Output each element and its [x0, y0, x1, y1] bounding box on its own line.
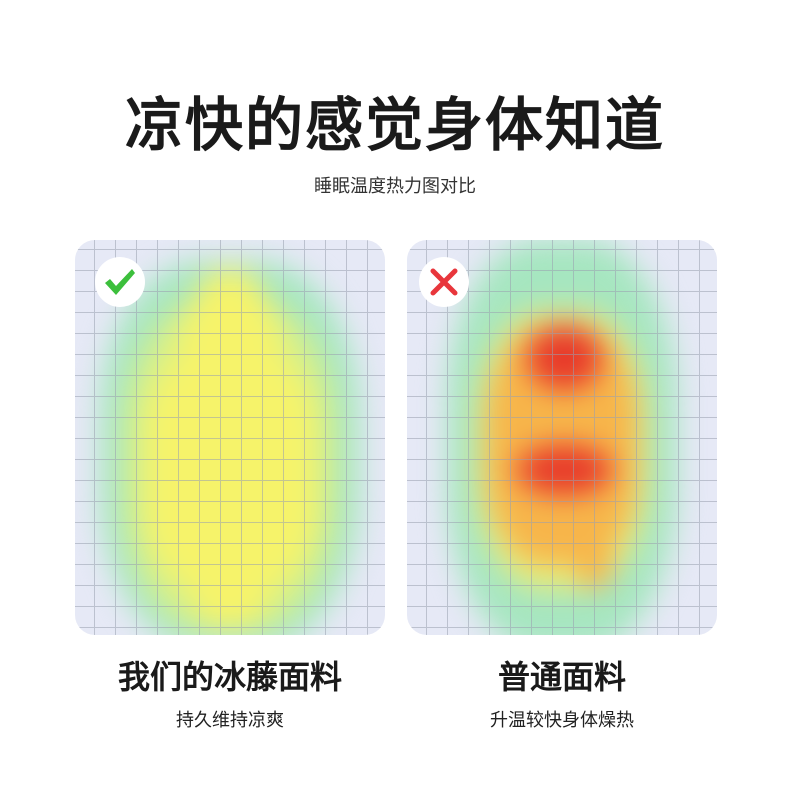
our-fabric-desc: 持久维持凉爽 — [176, 710, 284, 731]
check-badge — [95, 257, 145, 307]
cross-icon — [430, 268, 458, 296]
our-fabric-label: 我们的冰藤面料 — [117, 658, 342, 696]
regular-fabric-desc: 升温较快身体燥热 — [490, 710, 634, 731]
heatmap-our-fabric — [75, 240, 385, 635]
page-title: 凉快的感觉身体知道 — [124, 91, 665, 159]
cross-badge — [419, 257, 469, 307]
check-icon — [105, 269, 135, 295]
page-subtitle: 睡眠温度热力图对比 — [314, 176, 476, 197]
regular-fabric-label: 普通面料 — [497, 658, 626, 696]
heatmap-regular-fabric — [407, 240, 717, 635]
